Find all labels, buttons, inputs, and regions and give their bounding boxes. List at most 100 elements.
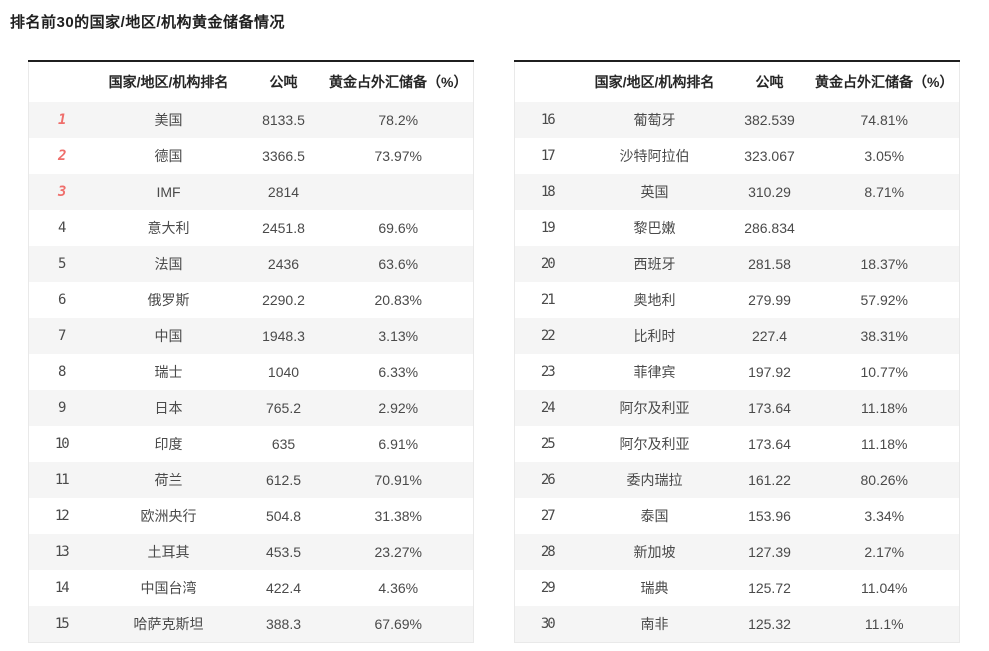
tons-cell: 173.64	[748, 400, 791, 416]
table-row: 2 德国 3366.5 73.97%	[28, 138, 474, 174]
page-title: 排名前30的国家/地区/机构黄金储备情况	[10, 14, 286, 31]
table-row: 4 意大利 2451.8 69.6%	[28, 210, 474, 246]
country-cell: 菲律宾	[633, 364, 676, 380]
tons-cell: 281.58	[748, 256, 791, 272]
gold-reserves-table-right: 国家/地区/机构排名 公吨 黄金占外汇储备（%） 16 葡萄牙 382.539 74.…	[514, 60, 960, 643]
header-rank	[28, 61, 94, 102]
country-cell: 德国	[154, 148, 183, 164]
country-cell: 阿尔及利亚	[619, 400, 690, 416]
table-row: 13 土耳其 453.5 23.27%	[28, 534, 474, 570]
tons-cell: 286.834	[744, 220, 795, 236]
table-row: 27 泰国 153.96 3.34%	[514, 498, 960, 534]
table-header: 国家/地区/机构排名 公吨 黄金占外汇储备（%）	[28, 61, 474, 102]
country-cell: 日本	[154, 400, 183, 416]
header-tons: 公吨	[243, 61, 324, 102]
table-row: 8 瑞士 1040 6.33%	[28, 354, 474, 390]
pct-cell: 3.05%	[864, 148, 905, 164]
pct-cell: 11.1%	[864, 615, 904, 632]
table-row: 30 南非 125.32 11.1%	[514, 606, 960, 642]
country-cell: 法国	[154, 256, 183, 272]
rank-cell: 29	[540, 580, 556, 596]
table-row: 20 西班牙 281.58 18.37%	[514, 246, 960, 282]
table-row: 23 菲律宾 197.92 10.77%	[514, 354, 960, 390]
rank-cell: 28	[540, 544, 556, 560]
rank-cell: 23	[540, 364, 556, 380]
table-header: 国家/地区/机构排名 公吨 黄金占外汇储备（%）	[514, 61, 960, 102]
header-pct: 黄金占外汇储备（%）	[809, 61, 960, 102]
rank-cell: 26	[540, 472, 556, 488]
pct-cell: 80.26%	[860, 472, 908, 488]
pct-cell: 23.27%	[374, 544, 422, 560]
pct-cell: 3.34%	[864, 508, 905, 524]
table-row: 7 中国 1948.3 3.13%	[28, 318, 474, 354]
pct-cell	[810, 210, 960, 246]
country-cell: 沙特阿拉伯	[619, 148, 690, 164]
country-cell: 意大利	[147, 220, 190, 236]
pct-cell: 6.91%	[378, 436, 419, 452]
table-row: 19 黎巴嫩 286.834	[514, 210, 960, 246]
rank-cell: 17	[540, 148, 556, 164]
country-cell: 瑞士	[154, 364, 183, 380]
tons-cell: 2451.8	[262, 220, 305, 236]
pct-cell: 2.92%	[378, 400, 419, 416]
tons-cell: 422.4	[265, 580, 302, 596]
header-row: 国家/地区/机构排名 公吨 黄金占外汇储备（%）	[28, 61, 474, 102]
tons-cell: 2290.2	[262, 292, 305, 308]
pct-cell: 67.69%	[374, 615, 422, 632]
rank-cell: 2	[58, 148, 66, 164]
table-row: 11 荷兰 612.5 70.91%	[28, 462, 474, 498]
tons-cell: 197.92	[748, 364, 791, 380]
rank-cell: 1	[58, 112, 66, 128]
table-row: 18 英国 310.29 8.71%	[514, 174, 960, 210]
country-cell: 英国	[640, 184, 669, 200]
tons-cell: 8133.5	[262, 112, 305, 128]
pct-cell: 11.18%	[861, 400, 908, 416]
country-cell: 瑞典	[640, 580, 669, 596]
rank-cell: 4	[58, 220, 66, 236]
rank-cell: 3	[58, 184, 66, 200]
rank-cell: 16	[540, 112, 556, 128]
tons-cell: 310.29	[748, 184, 791, 200]
rank-cell: 10	[54, 436, 70, 452]
country-cell: 中国台湾	[140, 580, 197, 596]
country-cell: 南非	[640, 615, 669, 632]
tons-cell: 612.5	[265, 472, 302, 488]
table-row: 21 奥地利 279.99 57.92%	[514, 282, 960, 318]
tons-cell: 173.64	[748, 436, 791, 452]
rank-cell: 21	[540, 292, 556, 308]
tons-cell: 388.3	[265, 615, 302, 632]
rank-cell: 6	[58, 292, 66, 308]
rank-cell: 13	[54, 544, 70, 560]
rank-cell: 7	[58, 328, 66, 344]
tons-cell: 279.99	[748, 292, 791, 308]
header-country: 国家/地区/机构排名	[579, 61, 730, 102]
table-row: 5 法国 2436 63.6%	[28, 246, 474, 282]
country-cell: 美国	[154, 112, 183, 128]
table-row: 14 中国台湾 422.4 4.36%	[28, 570, 474, 606]
country-cell: 俄罗斯	[147, 292, 190, 308]
header-tons: 公吨	[729, 61, 810, 102]
tons-cell: 1040	[267, 364, 300, 380]
tons-cell: 3366.5	[262, 148, 305, 164]
tons-cell: 765.2	[265, 400, 302, 416]
table-row: 25 阿尔及利亚 173.64 11.18%	[514, 426, 960, 462]
tons-cell: 453.5	[265, 544, 302, 560]
tons-cell: 127.39	[748, 544, 791, 560]
country-cell: 泰国	[640, 508, 669, 524]
pct-cell: 2.17%	[864, 544, 905, 560]
table-body-right: 16 葡萄牙 382.539 74.81% 17 沙特阿拉伯 323.067 3.05% 18 英…	[514, 102, 960, 642]
table-row: 10 印度 635 6.91%	[28, 426, 474, 462]
rank-cell: 5	[58, 256, 66, 272]
rank-cell: 12	[54, 508, 70, 524]
tons-cell: 2436	[267, 256, 300, 272]
header-row: 国家/地区/机构排名 公吨 黄金占外汇储备（%）	[514, 61, 960, 102]
country-cell: 西班牙	[633, 256, 676, 272]
country-cell: 比利时	[633, 328, 676, 344]
pct-cell: 11.18%	[861, 436, 908, 452]
country-cell: 葡萄牙	[633, 112, 676, 128]
country-cell: IMF	[156, 184, 181, 200]
pct-cell: 70.91%	[374, 472, 422, 488]
pct-cell: 57.92%	[860, 292, 908, 308]
country-cell: 荷兰	[154, 472, 183, 488]
